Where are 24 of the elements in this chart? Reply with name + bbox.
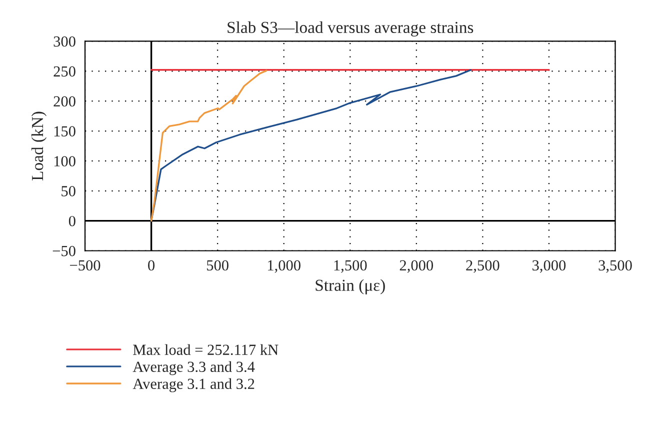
- x-tick-label: 2,500: [466, 260, 500, 273]
- y-tick-label: 100: [54, 156, 76, 166]
- y-tick-label: 50: [62, 186, 76, 196]
- chart-title: Slab S3—load versus average strains: [228, 21, 474, 36]
- y-tick-label: 150: [54, 126, 76, 136]
- x-tick-label: 3,000: [532, 260, 566, 273]
- x-tick-label: −500: [70, 260, 100, 271]
- x-tick-label: 500: [207, 260, 228, 271]
- y-axis-title: Load (kN): [31, 112, 47, 180]
- legend-label: Average 3.3 and 3.4: [132, 361, 255, 376]
- legend-label: Average 3.1 and 3.2: [132, 378, 254, 392]
- legend-label: Max load = 252.117 kN: [133, 344, 278, 356]
- y-tick-label: 200: [54, 96, 76, 107]
- y-tick-label: 250: [54, 66, 76, 77]
- y-tick-label: 300: [54, 36, 76, 47]
- y-tick-label: 0: [68, 216, 76, 226]
- x-tick-label: 2,000: [400, 260, 434, 273]
- x-axis-title: Strain (με): [316, 279, 385, 294]
- line-series: [150, 70, 268, 222]
- x-tick-label: 1,000: [268, 260, 300, 273]
- x-tick-label: 3,500: [598, 260, 632, 273]
- y-tick-label: −50: [52, 246, 76, 256]
- x-tick-label: 1,500: [334, 260, 367, 273]
- x-tick-label: 0: [148, 260, 155, 271]
